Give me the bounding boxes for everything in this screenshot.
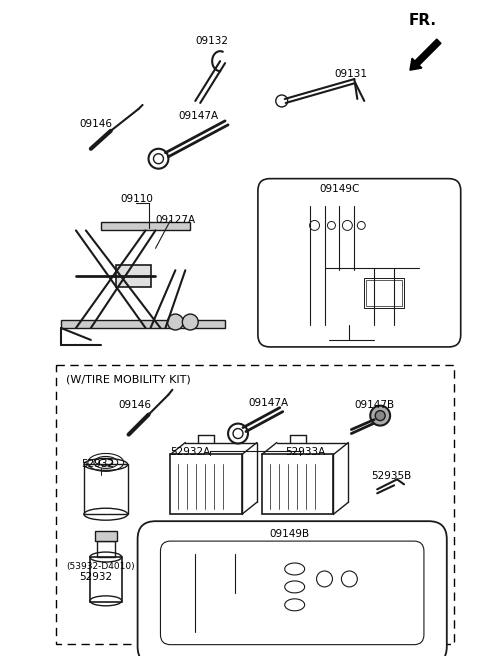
Text: 09147B: 09147B xyxy=(354,399,395,410)
Text: 09146: 09146 xyxy=(79,119,112,129)
Circle shape xyxy=(168,314,183,330)
Text: 09127A: 09127A xyxy=(156,215,196,225)
Bar xyxy=(61,320,225,328)
Bar xyxy=(95,531,117,541)
Circle shape xyxy=(375,411,385,420)
Text: 52932A: 52932A xyxy=(170,447,211,457)
Text: 52932: 52932 xyxy=(81,459,114,470)
Bar xyxy=(84,464,128,514)
Bar xyxy=(116,265,151,287)
Text: 52933A: 52933A xyxy=(285,447,325,457)
Bar xyxy=(366,280,402,306)
Bar xyxy=(262,455,334,514)
Text: 09149C: 09149C xyxy=(320,183,360,194)
Bar xyxy=(101,223,190,231)
Text: 09132: 09132 xyxy=(195,36,228,46)
Text: 09149B: 09149B xyxy=(270,529,310,539)
Text: 52935B: 52935B xyxy=(371,471,411,482)
FancyBboxPatch shape xyxy=(160,541,424,645)
Bar xyxy=(170,455,242,514)
Text: 09110: 09110 xyxy=(120,194,154,204)
Text: 52932: 52932 xyxy=(79,572,112,582)
Text: (W/TIRE MOBILITY KIT): (W/TIRE MOBILITY KIT) xyxy=(66,374,191,385)
Text: 09146: 09146 xyxy=(119,399,152,410)
FancyBboxPatch shape xyxy=(258,179,461,347)
Text: 09131: 09131 xyxy=(335,69,368,79)
FancyArrow shape xyxy=(410,39,441,70)
Circle shape xyxy=(370,405,390,426)
Bar xyxy=(90,557,122,602)
Text: (53932-D4010): (53932-D4010) xyxy=(66,562,134,571)
Bar xyxy=(97,541,115,557)
Text: 09147A: 09147A xyxy=(248,397,288,408)
Text: FR.: FR. xyxy=(409,13,437,28)
Bar xyxy=(56,365,454,644)
Circle shape xyxy=(182,314,198,330)
Text: 09147A: 09147A xyxy=(179,111,218,121)
Bar xyxy=(364,278,404,308)
FancyBboxPatch shape xyxy=(138,521,447,657)
